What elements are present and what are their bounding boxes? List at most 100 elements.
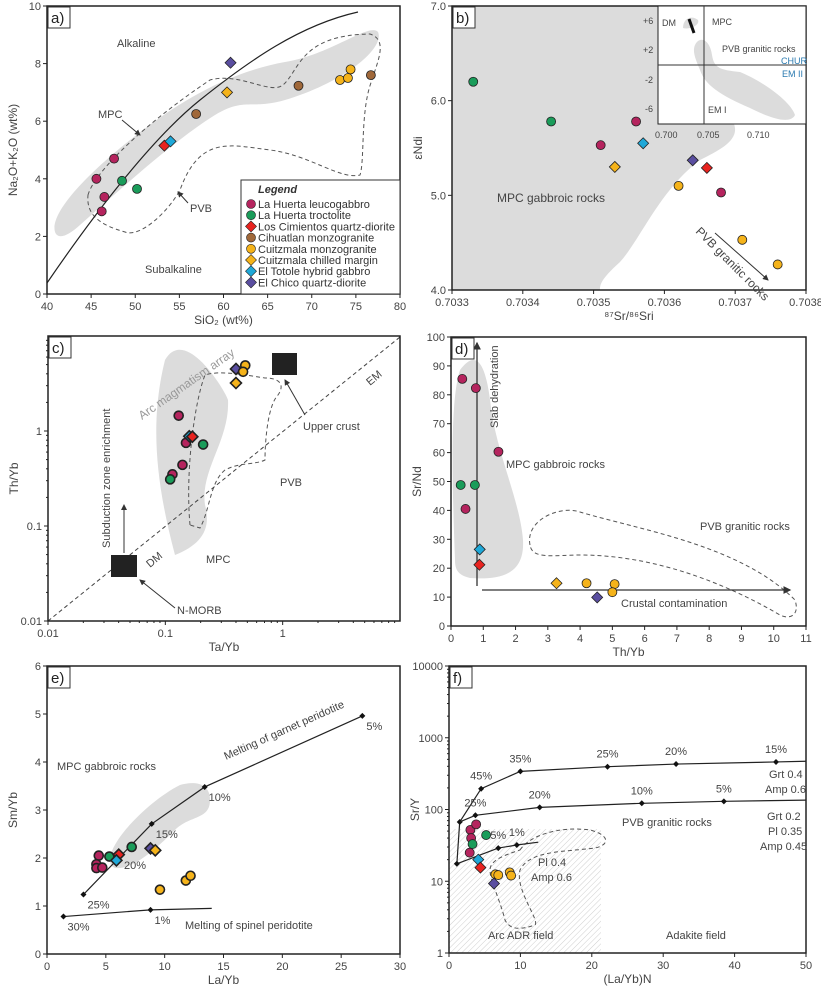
- mpc-gabbro-field: [110, 783, 210, 869]
- data-point: [493, 870, 504, 880]
- data-point: [609, 579, 620, 589]
- y-axis-title: Sr/Y: [408, 798, 422, 821]
- data-point: [581, 578, 592, 589]
- data-point: [293, 80, 304, 91]
- ann-subalkaline: Subalkaline: [145, 264, 202, 276]
- curve-node: [453, 860, 460, 867]
- ann-grt04: Grt 0.4: [769, 769, 803, 781]
- panel-c-regions: [47, 336, 401, 622]
- ann-upper-crust: Upper crust: [303, 421, 360, 433]
- inset-em1: EM I: [708, 105, 727, 115]
- panel-f: f) 0 10 20 30 40 50 1 10 100 1000 10000 (La/Yb)N Sr/Y…: [408, 661, 812, 986]
- legend-item: Los Cimientos quartz-diorite: [245, 220, 395, 233]
- data-point: [591, 591, 604, 604]
- panel-label: f): [453, 670, 462, 687]
- inset-xt1: 0.705: [697, 130, 720, 140]
- legend-symbol: [246, 199, 256, 209]
- y-tick-label: 10: [431, 876, 443, 888]
- y-tick-label: 2: [35, 231, 41, 243]
- y-tick-label: 100: [427, 332, 445, 344]
- inset-xt0: 0.700: [655, 130, 678, 140]
- x-tick-label: 1: [280, 628, 286, 640]
- curve-node-label: 10%: [209, 792, 231, 804]
- legend-item: Cihuatlan monzogranite: [246, 233, 374, 245]
- legend-label: Cihuatlan monzogranite: [258, 233, 374, 245]
- data-point: [481, 830, 492, 840]
- ann-pvb-granitic: PVB granitic rocks: [622, 817, 712, 829]
- x-tick-label: 75: [350, 301, 362, 313]
- ann-mpc-gabbro: MPC gabbroic rocks: [506, 459, 606, 471]
- legend-symbol: [245, 276, 257, 289]
- x-tick-label: 80: [394, 301, 406, 313]
- data-point: [455, 480, 466, 490]
- curve-node: [147, 906, 154, 913]
- inset-mpc-points: [687, 18, 696, 34]
- ann-20pct: 20%: [124, 860, 146, 872]
- curve-node-label: 30%: [67, 922, 89, 934]
- model-curve: [63, 907, 212, 918]
- curve-node-label: 25%: [596, 749, 618, 761]
- y-tick-label: 40: [433, 505, 445, 517]
- panel-f-regions: [449, 828, 607, 953]
- x-tick-label: 3: [545, 633, 551, 645]
- mpc-gabbro-field: [452, 360, 524, 579]
- data-point: [470, 383, 481, 394]
- y-tick-label: 6: [35, 116, 41, 128]
- inset-xt2: 0.710: [747, 130, 770, 140]
- data-point: [109, 853, 124, 868]
- curve-node-label: 5%: [490, 830, 506, 842]
- data-point: [96, 206, 107, 217]
- y-tick-label: 8: [35, 59, 41, 71]
- curve-node: [148, 820, 155, 827]
- x-tick-label: 0.7036: [648, 297, 682, 309]
- x-tick-label: 15: [217, 961, 229, 973]
- curve-node: [673, 761, 680, 768]
- data-point: [197, 439, 209, 450]
- ann-amp045: Amp 0.45: [760, 841, 807, 853]
- x-tick-label: 1: [480, 633, 486, 645]
- data-point: [343, 73, 353, 83]
- ann-dm: DM: [144, 550, 165, 570]
- y-axis-title: Sr/Nd: [410, 466, 424, 497]
- data-point: [464, 847, 475, 858]
- x-tick-label: 20: [276, 961, 288, 973]
- y-tick-label: 100: [425, 805, 443, 817]
- ann-pl035: Pl 0.35: [768, 826, 802, 838]
- y-tick-label: 0.01: [21, 616, 42, 628]
- data-point: [126, 841, 138, 853]
- ann-crustal: Crustal contamination: [621, 598, 727, 610]
- curve-node: [638, 800, 645, 807]
- x-tick-label: 0: [44, 961, 50, 973]
- data-point: [700, 161, 713, 174]
- data-point: [173, 410, 185, 421]
- ann-alkaline: Alkaline: [117, 38, 156, 50]
- inset-pvb-field: [693, 39, 795, 120]
- x-tick-label: 10: [159, 961, 171, 973]
- curve-node-label: 15%: [765, 744, 787, 756]
- curve-node: [495, 845, 502, 852]
- data-point: [164, 135, 177, 148]
- x-tick-label: 40: [41, 301, 53, 313]
- mpc-gabbro-field: [452, 6, 736, 290]
- pvb-field: [489, 828, 607, 929]
- panel-label-box: [48, 336, 72, 359]
- mpc-field: [156, 349, 229, 555]
- data-point: [93, 850, 105, 861]
- x-tick-label: 11: [800, 633, 811, 645]
- panel-d: d) 0 1 2 3 4 5 6 7 8 9 10 11 0 10 20 30 40 50 60 70 80 90 100 Th…: [410, 332, 812, 659]
- panel-label-box: [449, 666, 473, 689]
- x-tick-label: 30: [394, 961, 406, 973]
- data-point: [185, 870, 196, 882]
- legend-title: Legend: [258, 184, 297, 196]
- y-tick-label: 4: [35, 174, 41, 186]
- data-point: [365, 70, 376, 81]
- y-tick-label: 1000: [419, 733, 443, 745]
- curve-node: [201, 783, 208, 790]
- data-point: [608, 160, 621, 173]
- x-tick-label: 0: [448, 633, 454, 645]
- pvb-trend-arrow: [714, 232, 769, 281]
- ann-spinel: Melting of spinel peridotite: [185, 920, 313, 932]
- panel-b-regions: [452, 6, 736, 290]
- inset-dm: DM: [662, 18, 676, 28]
